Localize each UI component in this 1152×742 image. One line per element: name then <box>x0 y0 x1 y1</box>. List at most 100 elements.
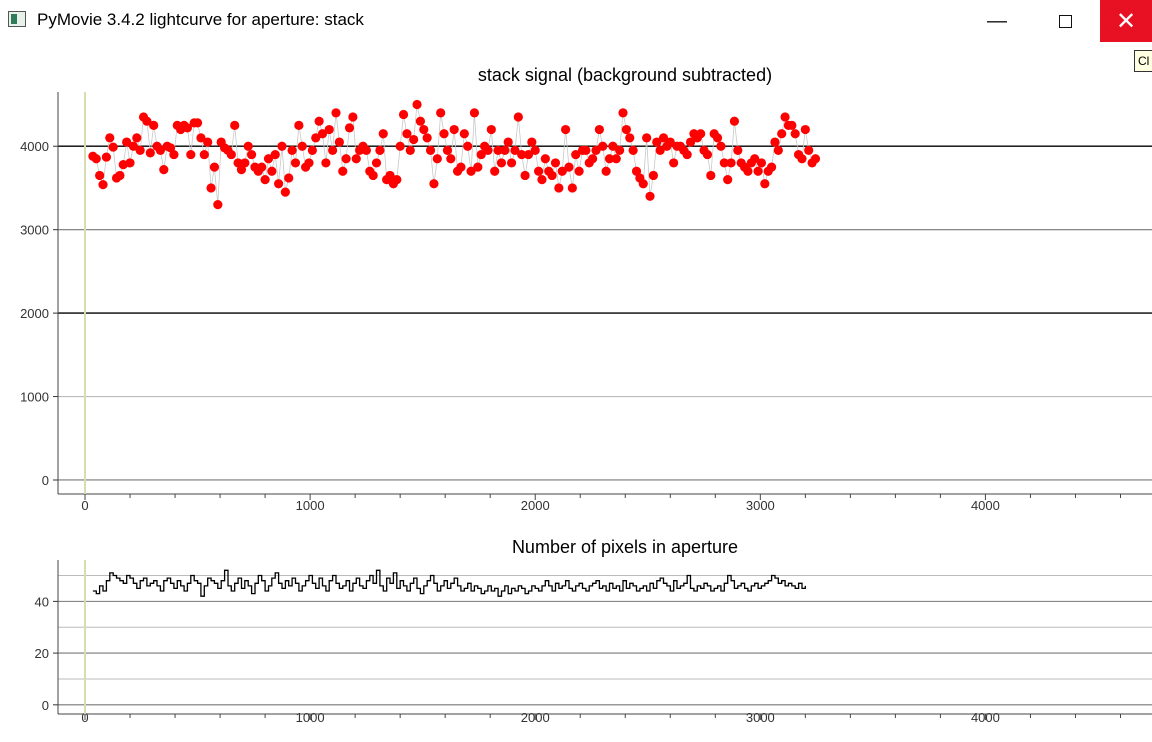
data-point <box>226 149 236 160</box>
data-point <box>777 129 787 139</box>
data-point <box>618 108 628 118</box>
data-point <box>493 145 503 156</box>
data-point <box>442 145 453 156</box>
data-point <box>415 116 426 126</box>
data-point <box>601 166 611 176</box>
data-point <box>797 154 807 164</box>
y-tick-label: 4000 <box>20 139 49 154</box>
data-point <box>128 141 139 151</box>
data-point <box>125 158 135 168</box>
data-point <box>297 141 307 151</box>
data-point <box>800 124 810 135</box>
data-point <box>766 162 777 172</box>
x-tick-label: 4000 <box>971 710 1000 725</box>
data-point <box>564 162 574 172</box>
data-point <box>652 137 662 147</box>
data-point <box>702 149 713 160</box>
data-point <box>588 154 598 164</box>
pixel-count-line <box>92 569 806 597</box>
data-point <box>760 179 770 189</box>
data-point <box>267 166 277 176</box>
data-point <box>533 166 544 176</box>
data-point <box>213 200 223 210</box>
data-point <box>773 145 783 156</box>
data-point <box>645 191 655 201</box>
window-title: PyMovie 3.4.2 lightcurve for aperture: s… <box>37 10 364 29</box>
data-point <box>513 112 523 122</box>
data-point <box>101 152 111 162</box>
y-tick-label: 1000 <box>20 390 49 405</box>
data-point <box>206 183 216 193</box>
data-point <box>246 149 257 160</box>
data-point <box>311 133 321 143</box>
data-point <box>378 129 388 139</box>
data-point <box>294 120 304 130</box>
data-point <box>574 166 584 176</box>
data-point <box>405 145 415 156</box>
data-point <box>486 124 496 135</box>
data-point <box>716 141 726 151</box>
data-point <box>476 149 486 160</box>
data-point <box>135 145 145 156</box>
data-point <box>581 145 591 156</box>
data-point <box>436 108 446 118</box>
data-point <box>743 166 753 176</box>
data-point <box>638 179 648 189</box>
data-point <box>317 129 328 139</box>
maximize-button[interactable] <box>1040 0 1090 42</box>
data-point <box>655 145 665 156</box>
data-point <box>520 170 530 181</box>
chart-title: Number of pixels in aperture <box>512 537 738 557</box>
x-tick-label: 0 <box>81 498 88 513</box>
data-point <box>314 116 324 126</box>
data-point <box>446 154 456 164</box>
data-point <box>203 137 213 147</box>
maximize-icon <box>1058 14 1072 28</box>
data-point <box>182 123 193 133</box>
data-point <box>108 142 118 152</box>
data-point <box>506 158 517 168</box>
data-point <box>398 109 409 120</box>
data-point <box>240 158 250 168</box>
y-tick-label: 2000 <box>20 306 49 321</box>
data-point <box>402 129 412 139</box>
data-point <box>260 175 270 185</box>
data-point <box>209 162 220 172</box>
y-tick-label: 3000 <box>20 223 49 238</box>
data-point <box>169 149 179 160</box>
data-point <box>537 175 547 185</box>
y-tick-label: 0 <box>42 473 49 488</box>
data-point <box>395 141 405 151</box>
x-tick-label: 1000 <box>296 498 325 513</box>
data-point <box>756 158 767 168</box>
data-point <box>473 162 483 172</box>
data-point <box>304 158 314 168</box>
minimize-button[interactable]: — <box>972 0 1022 42</box>
signal-plot[interactable]: stack signal (background subtracted) 0 100… <box>20 65 1152 513</box>
data-point <box>155 145 166 156</box>
data-point <box>500 145 510 156</box>
data-point <box>274 179 284 189</box>
data-point <box>422 133 432 143</box>
data-point <box>790 129 800 139</box>
x-tick-label: 2000 <box>521 710 550 725</box>
pixel-count-plot[interactable]: Number of pixels in aperture 0 20 40 0 1000 20… <box>35 537 1152 725</box>
data-point <box>685 137 696 147</box>
data-point <box>344 123 355 133</box>
data-point <box>105 133 115 143</box>
data-point <box>503 137 513 147</box>
data-point <box>723 175 733 185</box>
data-point <box>429 179 439 189</box>
data-point <box>263 154 274 164</box>
data-point <box>770 137 780 147</box>
data-point <box>719 158 729 168</box>
data-point <box>98 180 108 190</box>
data-point <box>425 145 436 156</box>
data-point <box>459 129 469 139</box>
close-button[interactable]: ✕ <box>1100 0 1152 42</box>
data-point <box>625 133 635 143</box>
data-point <box>409 134 419 145</box>
data-point <box>706 170 716 181</box>
data-point <box>122 137 132 147</box>
data-point <box>682 149 692 160</box>
